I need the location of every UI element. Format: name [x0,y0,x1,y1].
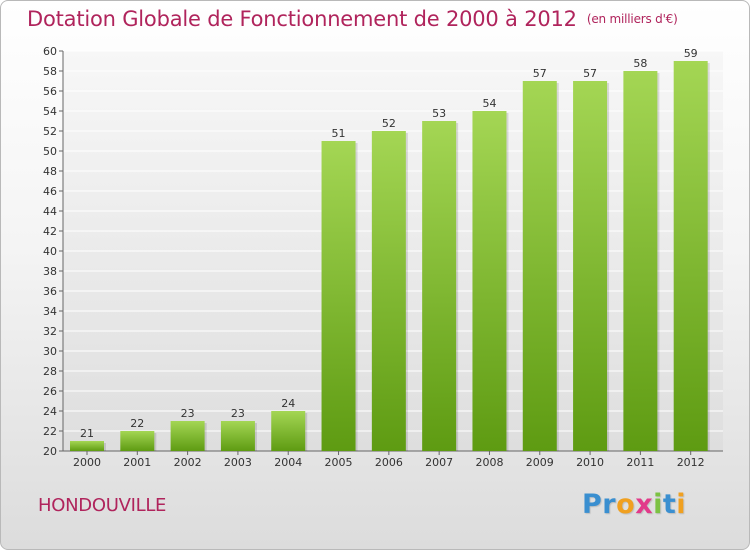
y-tick-label: 28 [43,365,57,378]
value-label: 51 [332,127,346,140]
logo-letter: i [676,489,687,520]
y-tick-label: 40 [43,245,57,258]
y-tick-label: 38 [43,265,57,278]
bar-2012 [673,61,708,451]
x-tick-label: 2006 [375,456,403,469]
bar-2002 [170,421,205,451]
y-tick-label: 26 [43,385,57,398]
value-label: 58 [633,57,647,70]
x-tick-label: 2011 [626,456,654,469]
logo-letter: t [662,489,677,520]
logo-letter: o [616,489,636,520]
bar-2006 [371,131,406,451]
bar-2003 [220,421,255,451]
value-label: 22 [130,417,144,430]
value-label: 52 [382,117,396,130]
y-tick-label: 46 [43,185,57,198]
y-tick-label: 54 [43,105,57,118]
value-label: 57 [583,67,597,80]
y-tick-label: 52 [43,125,57,138]
chart-unit: (en milliers d'€) [586,12,678,26]
bar-2001 [120,431,155,451]
x-tick-label: 2012 [677,456,705,469]
chart-title-text: Dotation Globale de Fonctionnement de 20… [27,7,577,31]
y-tick-label: 36 [43,285,57,298]
y-tick-label: 42 [43,225,57,238]
value-label: 53 [432,107,446,120]
commune-name: HONDOUVILLE [38,495,167,516]
y-tick-label: 34 [43,305,57,318]
y-tick-label: 20 [43,445,57,458]
x-tick-label: 2008 [475,456,503,469]
y-tick-label: 48 [43,165,57,178]
bar-2010 [573,81,608,451]
y-tick-label: 30 [43,345,57,358]
x-tick-label: 2010 [576,456,604,469]
y-tick-label: 60 [43,45,57,58]
logo-letter: P [582,489,603,520]
logo-letter: r [602,489,617,520]
x-tick-label: 2009 [526,456,554,469]
x-tick-label: 2002 [174,456,202,469]
x-tick-label: 2003 [224,456,252,469]
y-tick-label: 44 [43,205,57,218]
logo-letter: i [653,489,663,520]
bar-2008 [472,111,507,451]
chart-title: Dotation Globale de Fonctionnement de 20… [27,7,678,31]
y-tick-label: 50 [43,145,57,158]
x-tick-label: 2005 [325,456,353,469]
x-tick-label: 2000 [73,456,101,469]
value-label: 54 [482,97,496,110]
x-tick-label: 2001 [123,456,151,469]
bar-2011 [623,71,658,451]
bar-2009 [522,81,557,451]
x-tick-label: 2007 [425,456,453,469]
logo-letter: x [635,489,654,520]
y-tick-label: 58 [43,65,57,78]
proxiti-logo: Proxiti [582,489,686,520]
bar-2004 [271,411,306,451]
y-tick-label: 56 [43,85,57,98]
value-label: 59 [684,47,698,60]
value-label: 24 [281,397,295,410]
y-tick-label: 24 [43,405,57,418]
value-label: 21 [80,427,94,440]
value-label: 57 [533,67,547,80]
y-tick-label: 22 [43,425,57,438]
bar-2005 [321,141,356,451]
x-tick-label: 2004 [274,456,302,469]
bar-2000 [70,441,104,451]
value-label: 23 [181,407,195,420]
value-label: 23 [231,407,245,420]
y-tick-label: 32 [43,325,57,338]
bar-2007 [422,121,457,451]
